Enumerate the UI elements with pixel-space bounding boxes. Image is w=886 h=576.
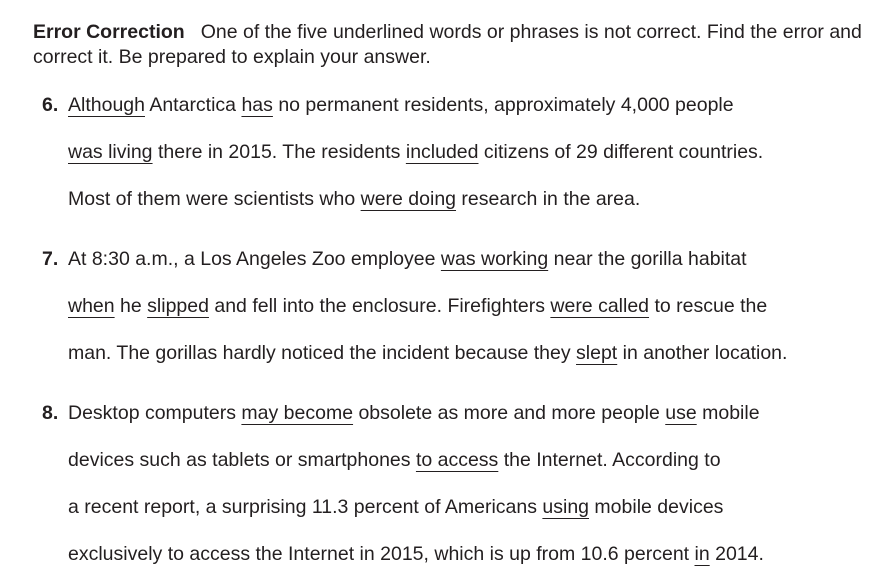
sentence-text: mobile xyxy=(696,402,760,424)
item-number: 6. xyxy=(42,94,59,116)
underlined-phrase: may become xyxy=(241,402,354,424)
instructions-text: One of the five underlined words or phra… xyxy=(33,21,862,68)
underlined-phrase: has xyxy=(241,94,273,116)
underlined-phrase: included xyxy=(405,141,479,163)
item-number: 8. xyxy=(42,402,59,424)
sentence-line: when he slipped and fell into the enclos… xyxy=(68,294,767,319)
section-heading: Error Correction xyxy=(33,21,185,43)
underlined-phrase: were called xyxy=(550,295,650,317)
underlined-phrase: using xyxy=(542,496,590,518)
sentence-text: exclusively to access the Internet in 20… xyxy=(68,543,695,565)
sentence-text: he xyxy=(114,295,148,317)
sentence-text: 2014. xyxy=(709,543,764,565)
sentence-line: At 8:30 a.m., a Los Angeles Zoo employee… xyxy=(68,247,747,272)
sentence-text: At 8:30 a.m., a Los Angeles Zoo employee xyxy=(68,248,441,270)
sentence-text: near the gorilla habitat xyxy=(548,248,747,270)
sentence-line: exclusively to access the Internet in 20… xyxy=(68,542,764,567)
sentence-text: in another location. xyxy=(617,342,788,364)
sentence-text: and fell into the enclosure. Firefighter… xyxy=(208,295,551,317)
sentence-line: Desktop computers may become obsolete as… xyxy=(68,401,760,426)
underlined-phrase: slept xyxy=(576,342,618,364)
underlined-phrase: to access xyxy=(415,449,499,471)
sentence-text: research in the area. xyxy=(456,188,641,210)
sentence-text: citizens of 29 different countries. xyxy=(478,141,764,163)
item-number: 7. xyxy=(42,248,59,270)
underlined-phrase: were doing xyxy=(360,188,457,210)
underlined-phrase: when xyxy=(68,295,115,317)
sentence-line: was living there in 2015. The residents … xyxy=(68,140,763,165)
underlined-phrase: was working xyxy=(440,248,549,270)
sentence-line: devices such as tablets or smartphones t… xyxy=(68,448,721,473)
sentence-text: to rescue the xyxy=(649,295,768,317)
underlined-phrase: slipped xyxy=(147,295,209,317)
sentence-line: man. The gorillas hardly noticed the inc… xyxy=(68,341,787,366)
sentence-text: Antarctica xyxy=(144,94,242,116)
underlined-phrase: Although xyxy=(68,94,145,116)
underlined-phrase: in xyxy=(694,543,710,565)
sentence-text: Most of them were scientists who xyxy=(68,188,361,210)
sentence-text: Desktop computers xyxy=(68,402,242,424)
underlined-phrase: was living xyxy=(68,141,153,163)
sentence-text: mobile devices xyxy=(589,496,724,518)
sentence-text: obsolete as more and more people xyxy=(353,402,666,424)
sentence-line: Although Antarctica has no permanent res… xyxy=(68,93,734,118)
underlined-phrase: use xyxy=(665,402,697,424)
sentence-text: the Internet. According to xyxy=(498,449,721,471)
sentence-line: a recent report, a surprising 11.3 perce… xyxy=(68,495,723,520)
sentence-text: a recent report, a surprising 11.3 perce… xyxy=(68,496,543,518)
sentence-line: Most of them were scientists who were do… xyxy=(68,187,640,212)
sentence-text: man. The gorillas hardly noticed the inc… xyxy=(68,342,577,364)
sentence-text: no permanent residents, approximately 4,… xyxy=(272,94,734,116)
sentence-text: there in 2015. The residents xyxy=(152,141,406,163)
sentence-text: devices such as tablets or smartphones xyxy=(68,449,416,471)
instructions-paragraph: Error Correction One of the five underlin… xyxy=(33,20,863,70)
